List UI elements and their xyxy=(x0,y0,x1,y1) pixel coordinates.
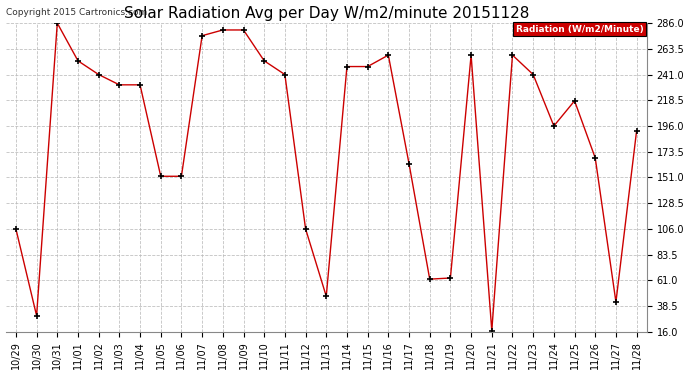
Title: Solar Radiation Avg per Day W/m2/minute 20151128: Solar Radiation Avg per Day W/m2/minute … xyxy=(124,6,529,21)
Text: Radiation (W/m2/Minute): Radiation (W/m2/Minute) xyxy=(516,25,644,34)
Text: Copyright 2015 Cartronics.com: Copyright 2015 Cartronics.com xyxy=(6,8,147,17)
